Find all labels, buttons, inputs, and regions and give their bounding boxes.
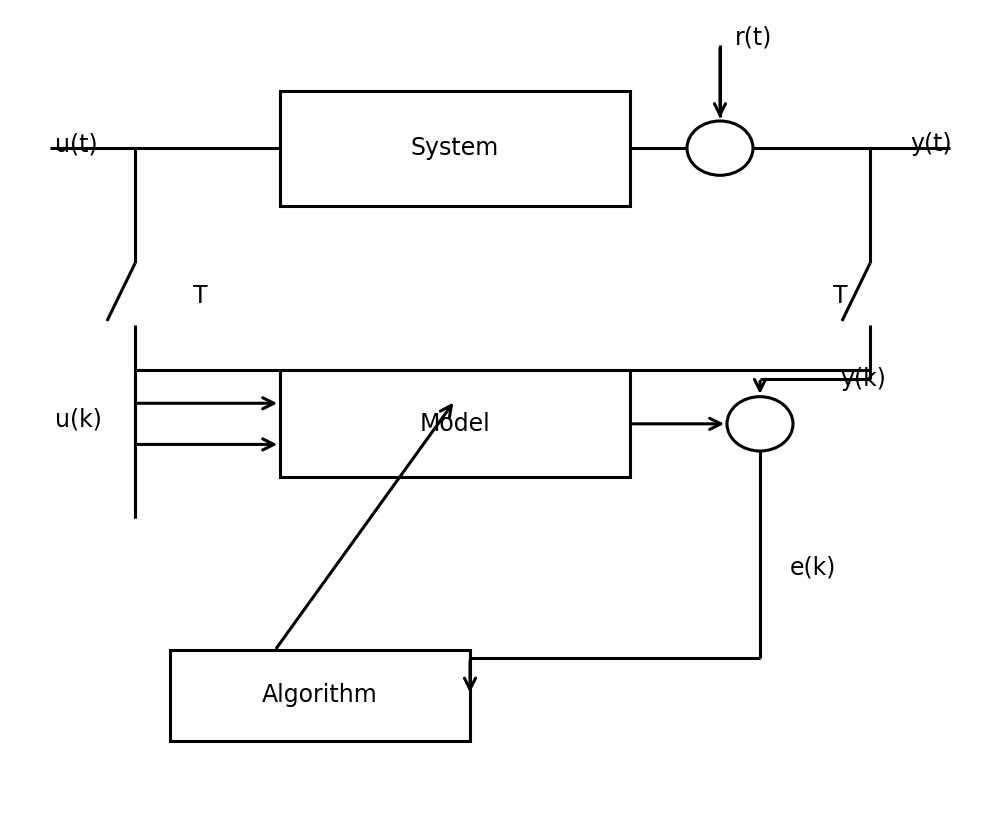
Text: u(k): u(k) xyxy=(55,407,102,432)
Circle shape xyxy=(687,121,753,175)
Bar xyxy=(280,91,630,206)
Text: Model: Model xyxy=(420,412,490,436)
Text: y(k): y(k) xyxy=(840,366,886,391)
Text: r(t): r(t) xyxy=(735,26,772,49)
Text: -: - xyxy=(727,400,737,428)
Text: T: T xyxy=(193,284,207,309)
Text: y(t): y(t) xyxy=(910,132,952,156)
Text: u(t): u(t) xyxy=(55,132,98,156)
Circle shape xyxy=(727,397,793,451)
Text: Algorithm: Algorithm xyxy=(262,683,378,708)
Bar xyxy=(170,650,470,741)
Text: T: T xyxy=(833,284,847,309)
Bar xyxy=(280,370,630,477)
Text: System: System xyxy=(411,136,499,160)
Text: e(k): e(k) xyxy=(790,556,836,580)
